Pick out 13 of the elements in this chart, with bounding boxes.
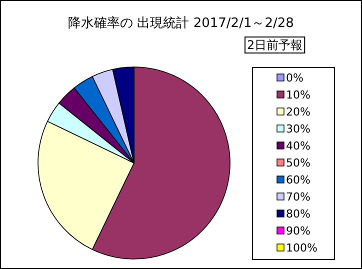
legend-label: 20% (286, 106, 310, 118)
legend-label: 100% (286, 242, 318, 254)
legend-label: 90% (286, 224, 310, 238)
legend-label: 80% (286, 208, 310, 220)
legend-title: 2日前予報 (247, 38, 303, 52)
legend-label: 30% (286, 122, 310, 136)
legend-label: 50% (286, 156, 310, 170)
legend-label: 70% (286, 190, 310, 204)
legend-label: 10% (286, 88, 310, 102)
legend-label: 60% (286, 174, 310, 186)
legend-label: 0% (286, 72, 304, 84)
legend-label: 40% (286, 140, 310, 152)
chart-title: 降水確率の 出現統計 2017/2/1～2/28 (68, 15, 294, 31)
